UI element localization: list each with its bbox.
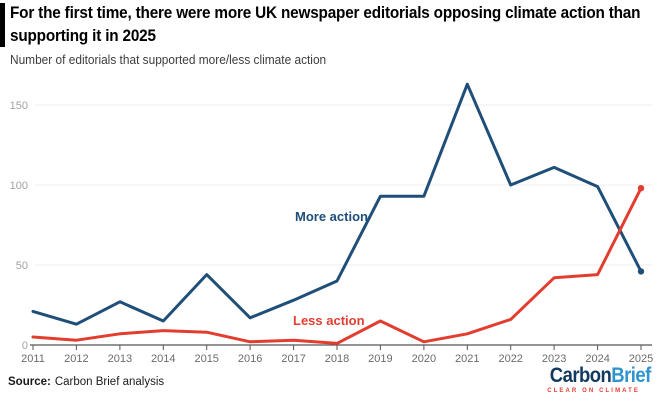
y-tick-label: 0 [22,340,28,352]
x-tick-label: 2019 [368,353,392,365]
x-tick-label: 2013 [108,353,132,365]
logo-brief-text: Brief [611,364,652,387]
carbonbrief-logo: CarbonBrief CLEAR ON CLIMATE [536,365,651,394]
source-note: Source: Carbon Brief analysis [8,376,164,388]
title-accent-bar [0,3,5,47]
chart-subtitle: Number of editorials that supported more… [10,53,327,67]
x-tick-label: 2025 [629,353,653,365]
x-tick-label: 2020 [412,353,436,365]
x-tick-label: 2023 [542,353,566,365]
x-tick-label: 2021 [455,353,479,365]
carbonbrief-logo-wordmark: CarbonBrief [550,364,652,387]
x-tick-label: 2011 [21,353,45,365]
less-action-series-label: Less action [293,313,365,328]
chart-title: For the first time, there were more UK n… [10,3,641,45]
logo-tagline: CLEAR ON CLIMATE [547,388,641,394]
y-tick-label: 50 [16,260,28,272]
x-tick-label: 2022 [498,353,522,365]
series-line-more-action [31,82,643,326]
x-tick-label: 2014 [151,353,175,365]
x-tick-label: 2017 [281,353,305,365]
logo-carbon-text: Carbon [550,364,612,387]
source-label: Source: [8,376,51,388]
x-tick-label: 2015 [194,353,218,365]
x-tick-label: 2012 [64,353,88,365]
series-line-less-action [31,186,643,345]
more-action-series-label: More action [295,209,368,224]
x-tick-label: 2024 [585,353,609,365]
series-endpoint-less-action [637,185,645,192]
x-tick-label: 2018 [325,353,349,365]
series-endpoint-more-action [637,268,645,275]
x-tick-label: 2016 [238,353,262,365]
y-tick-label: 150 [10,100,28,112]
y-tick-label: 100 [10,180,28,192]
source-text: Carbon Brief analysis [54,376,165,388]
